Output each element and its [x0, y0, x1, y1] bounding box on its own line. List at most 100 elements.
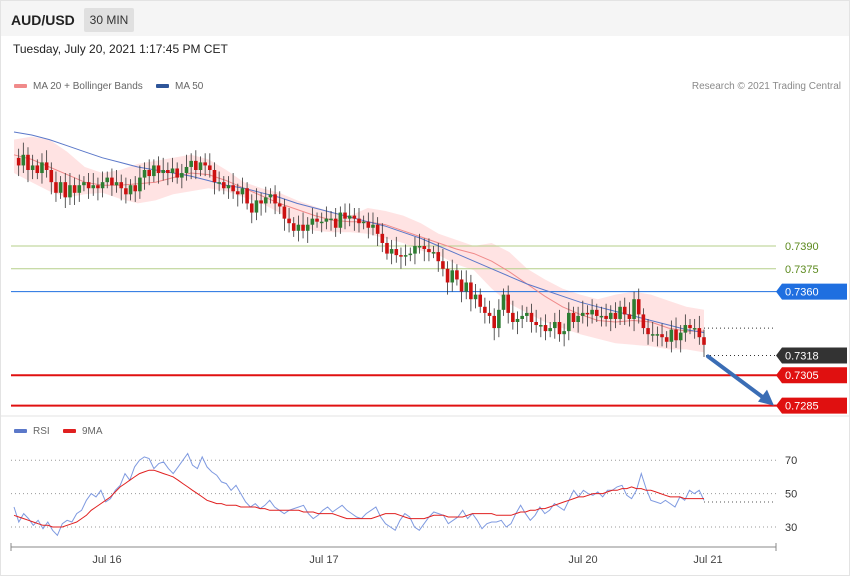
legend-rsi-ma-label: 9MA [82, 426, 103, 437]
candle-body [263, 197, 268, 204]
candle-body [594, 309, 599, 316]
candle-body [21, 154, 26, 166]
candle-body [525, 312, 529, 316]
ma20-swatch [14, 84, 27, 89]
level-label-0.7305: 0.7305 [785, 370, 819, 382]
candle-body [380, 233, 385, 243]
candle-body [408, 253, 413, 256]
level-label-0.7390: 0.7390 [785, 241, 819, 253]
candle-body [100, 182, 105, 189]
candle-body [221, 182, 226, 189]
candle-body [604, 315, 608, 319]
price-levels: 0.7390 0.7375 0.7360 0.7318 0.7305 0.7285 [11, 241, 847, 414]
candle-body [557, 322, 562, 335]
candle-body [324, 218, 329, 222]
candle-body [445, 268, 450, 283]
candle-body [385, 242, 389, 254]
candle-body [580, 312, 585, 316]
candle-body [319, 221, 324, 224]
candle-body [669, 329, 674, 342]
candle-body [189, 160, 193, 167]
candle-body [674, 329, 678, 341]
candle-body [389, 249, 394, 254]
legend-rsi: RSI [14, 426, 50, 437]
candles [16, 142, 706, 357]
candle-body [469, 282, 473, 300]
level-label-0.7375: 0.7375 [785, 264, 819, 276]
candle-body [660, 334, 664, 338]
candle-body [296, 224, 301, 231]
candle-body [678, 332, 683, 341]
candle-body [375, 224, 380, 234]
rsi-tick-70: 70 [785, 455, 797, 467]
candle-body [641, 314, 646, 329]
legend-rsi-label: RSI [33, 426, 50, 437]
candle-body [277, 203, 282, 207]
candle-body [110, 177, 114, 186]
candle-body [156, 165, 161, 174]
x-tick-jul-20: Jul 20 [568, 554, 597, 566]
candle-body [72, 185, 77, 193]
rsi-ma-swatch [63, 429, 76, 434]
candle-body [128, 185, 133, 195]
candle-body [613, 312, 618, 319]
candle-body [208, 165, 212, 170]
candle-body [576, 315, 580, 322]
candle-body [49, 170, 54, 183]
candle-body [515, 318, 520, 322]
candle-body [44, 162, 49, 170]
candle-body [483, 306, 487, 313]
candle-body [473, 294, 478, 300]
timeframe-button[interactable]: 30 MIN [84, 8, 134, 32]
x-axis: Jul 16 Jul 17 Jul 20 Jul 21 [10, 543, 777, 566]
candle-body [226, 185, 231, 189]
candle-body [683, 325, 688, 333]
chart-header: AUD/USD 30 MIN [1, 1, 849, 36]
candle-body [622, 306, 627, 315]
candle-body [590, 309, 594, 315]
candle-body [273, 194, 277, 204]
candle-body [566, 312, 571, 332]
candle-body [161, 170, 165, 174]
candle-body [403, 255, 408, 257]
candle-body [315, 218, 319, 222]
candle-body [371, 224, 375, 228]
rsi-panel: 70 50 30 [11, 452, 797, 537]
candle-body [436, 252, 441, 262]
candle-body [413, 246, 417, 254]
candle-body [361, 221, 366, 224]
candle-body [441, 261, 445, 269]
candle-body [133, 185, 138, 192]
rsi-tick-50: 50 [785, 489, 797, 501]
candle-body [543, 325, 548, 332]
x-tick-jul-16: Jul 16 [92, 554, 121, 566]
candle-body [82, 182, 86, 186]
forecast-arrow-head [758, 389, 774, 406]
candle-body [357, 218, 361, 224]
candle-body [497, 309, 501, 329]
x-tick-jul-21: Jul 21 [693, 554, 722, 566]
candle-body [501, 294, 506, 310]
candle-body [455, 270, 459, 280]
candle-body [212, 170, 217, 183]
level-label-0.7318: 0.7318 [785, 350, 819, 362]
timestamp: Tuesday, July 20, 2021 1:17:45 PM CET [13, 42, 228, 56]
level-tag-0.7305 [776, 367, 847, 384]
candle-body [632, 299, 636, 319]
candle-body [636, 299, 641, 315]
candle-body [86, 182, 91, 189]
candle-body [618, 306, 622, 319]
ma50-swatch [156, 84, 169, 89]
candle-body [692, 328, 697, 330]
candle-body [417, 246, 422, 248]
x-tick-jul-17: Jul 17 [309, 554, 338, 566]
candle-body [203, 162, 207, 166]
copyright: Research © 2021 Trading Central [691, 81, 841, 92]
candle-body [333, 218, 338, 228]
candle-body [464, 282, 469, 292]
candle-body [142, 170, 147, 178]
candle-body [553, 322, 557, 329]
candle-body [198, 162, 203, 170]
rsi-line [13, 452, 705, 537]
